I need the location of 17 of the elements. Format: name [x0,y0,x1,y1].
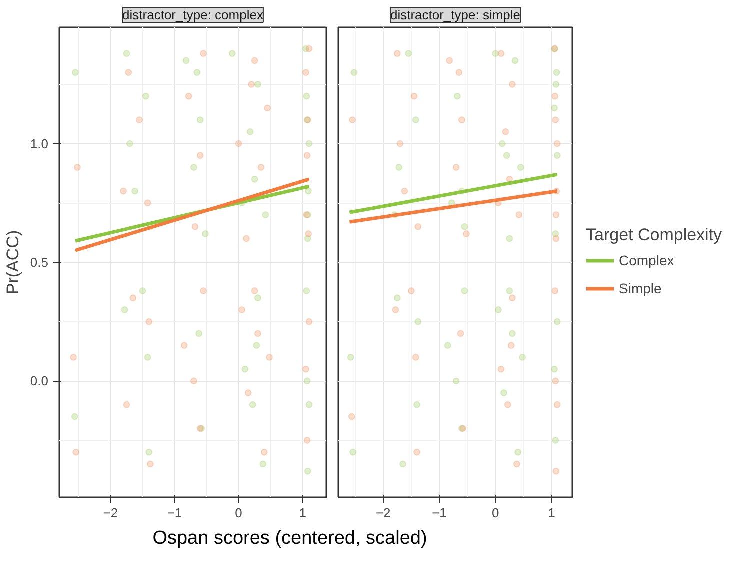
legend-label: Simple [619,280,662,296]
y-tick-label: 1.0 [30,136,49,152]
x-tick-label: 0 [492,506,500,520]
x-tick-label: −1 [167,506,182,520]
x-tick-label: −1 [432,506,447,520]
x-tick-label: −2 [376,506,391,520]
x-tick-label: 0 [235,506,242,520]
x-tick-label: −2 [103,506,118,520]
legend-label: Complex [619,252,674,268]
x-tick-label: 1 [299,506,306,520]
y-axis-title: Pr(ACC) [3,230,22,295]
legend-title: Target Complexity [586,226,722,246]
chart-title: distractor_type: simple [390,8,521,22]
x-axis-title: Ospan scores (centered, scaled) [152,527,428,551]
y-tick-label: 0.0 [30,374,49,389]
x-tick-label: 1 [548,506,556,520]
y-tick-label: 0.5 [30,255,49,270]
